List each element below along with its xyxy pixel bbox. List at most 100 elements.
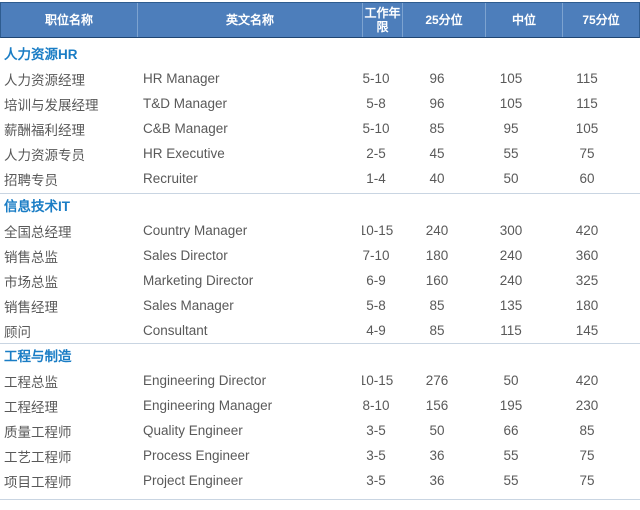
cell-median: 240 [499, 273, 523, 288]
cell-median: 300 [499, 223, 523, 238]
table-row: 质量工程师 Quality Engineer 3-5 50 66 85 [0, 418, 640, 443]
cell-p25: 40 [429, 171, 445, 186]
cell-p25: 85 [429, 323, 445, 338]
cell-p75: 85 [579, 423, 595, 438]
cell-years: 5-10 [362, 71, 390, 86]
table-row: 工程经理 Engineering Manager 8-10 156 195 23… [0, 393, 640, 418]
cell-position-cn: 顾问 [4, 324, 31, 340]
cell-median: 135 [499, 298, 523, 313]
cell-years: 3-5 [366, 473, 386, 488]
table-row: 销售经理 Sales Manager 5-8 85 135 180 [0, 293, 640, 318]
cell-years: 5-8 [366, 298, 386, 313]
cell-years: 4-9 [366, 323, 386, 338]
cell-median: 50 [503, 171, 519, 186]
cell-position-en: Sales Director [143, 248, 228, 263]
column-header-work-years: 工作年限 [362, 3, 402, 37]
cell-p25: 36 [429, 473, 445, 488]
cell-position-cn: 培训与发展经理 [4, 97, 99, 113]
cell-years: 7-10 [362, 248, 390, 263]
cell-p25: 240 [425, 223, 449, 238]
cell-median: 95 [503, 121, 519, 136]
cell-position-cn: 工程总监 [4, 374, 58, 390]
cell-years: 6-9 [366, 273, 386, 288]
column-header-position-name: 职位名称 [44, 12, 93, 27]
cell-median: 66 [503, 423, 519, 438]
cell-median: 55 [503, 473, 519, 488]
cell-p25: 96 [429, 71, 445, 86]
cell-years: 1-4 [366, 171, 386, 186]
cell-median: 105 [499, 71, 523, 86]
cell-position-cn: 人力资源经理 [4, 72, 85, 88]
table-header-row: 职位名称 英文名称 工作年限 25分位 中位 75分位 [0, 2, 640, 38]
table-row: 项目工程师 Project Engineer 3-5 36 55 75 [0, 468, 640, 493]
cell-median: 105 [499, 96, 523, 111]
cell-p25: 276 [425, 373, 449, 388]
table-row: 工艺工程师 Process Engineer 3-5 36 55 75 [0, 443, 640, 468]
cell-position-cn: 薪酬福利经理 [4, 122, 85, 138]
column-header-75th-percentile: 75分位 [562, 3, 639, 37]
cell-years: 8-10 [362, 398, 390, 413]
cell-position-en: C&B Manager [143, 121, 228, 136]
cell-p25: 96 [429, 96, 445, 111]
cell-p25: 85 [429, 298, 445, 313]
cell-position-cn: 全国总经理 [4, 224, 72, 240]
section-title: 信息技术IT [4, 199, 70, 214]
cell-p75: 420 [575, 223, 599, 238]
table-row: 人力资源经理 HR Manager 5-10 96 105 115 [0, 66, 640, 91]
table-row: 招聘专员 Recruiter 1-4 40 50 60 [0, 166, 640, 191]
column-header-english-name: 英文名称 [137, 3, 362, 37]
cell-position-cn: 人力资源专员 [4, 147, 85, 163]
cell-position-en: Consultant [143, 323, 208, 338]
cell-median: 115 [500, 323, 522, 338]
cell-median: 50 [503, 373, 519, 388]
section-engineering-manufacturing: 工程与制造 工程总监 Engineering Director 10-15 27… [0, 343, 640, 493]
table-row: 薪酬福利经理 C&B Manager 5-10 85 95 105 [0, 116, 640, 141]
column-header-median: 中位 [485, 3, 562, 37]
section-title: 人力资源HR [4, 47, 78, 62]
cell-p75: 145 [575, 323, 599, 338]
table-row: 工程总监 Engineering Director 10-15 276 50 4… [0, 368, 640, 393]
cell-position-cn: 招聘专员 [4, 172, 58, 188]
cell-p75: 75 [579, 448, 595, 463]
cell-position-cn: 工艺工程师 [4, 449, 72, 465]
cell-p75: 420 [575, 373, 599, 388]
cell-position-en: Quality Engineer [143, 423, 243, 438]
cell-position-en: Project Engineer [143, 473, 243, 488]
cell-position-cn: 市场总监 [4, 274, 58, 290]
cell-p25: 160 [425, 273, 449, 288]
cell-p25: 50 [429, 423, 445, 438]
section-title: 工程与制造 [4, 349, 72, 364]
bottom-divider [0, 499, 640, 500]
cell-position-en: Recruiter [143, 171, 198, 186]
cell-years: 5-10 [362, 121, 390, 136]
cell-p75: 115 [576, 96, 598, 111]
cell-years: 3-5 [366, 423, 386, 438]
cell-years: 10-15 [362, 223, 394, 238]
cell-years: 5-8 [366, 96, 386, 111]
table-row: 培训与发展经理 T&D Manager 5-8 96 105 115 [0, 91, 640, 116]
cell-p75: 75 [579, 473, 595, 488]
cell-position-cn: 销售经理 [4, 299, 58, 315]
cell-years: 10-15 [362, 373, 394, 388]
table-row: 顾问 Consultant 4-9 85 115 145 [0, 318, 640, 343]
cell-position-cn: 项目工程师 [4, 474, 72, 490]
cell-years: 3-5 [366, 448, 386, 463]
cell-p75: 105 [575, 121, 599, 136]
cell-p25: 45 [429, 146, 445, 161]
cell-p25: 85 [429, 121, 445, 136]
cell-median: 55 [503, 146, 519, 161]
cell-median: 195 [499, 398, 523, 413]
cell-p25: 180 [425, 248, 449, 263]
cell-p25: 36 [429, 448, 445, 463]
cell-years: 2-5 [366, 146, 386, 161]
cell-position-en: Sales Manager [143, 298, 234, 313]
cell-position-en: Engineering Director [143, 373, 267, 388]
section-information-technology: 信息技术IT 全国总经理 Country Manager 10-15 240 3… [0, 193, 640, 343]
table-row: 人力资源专员 HR Executive 2-5 45 55 75 [0, 141, 640, 166]
cell-position-en: HR Manager [143, 71, 220, 86]
cell-p75: 360 [575, 248, 599, 263]
cell-p75: 325 [575, 273, 599, 288]
cell-p75: 115 [576, 71, 598, 86]
cell-p75: 75 [579, 146, 595, 161]
cell-position-cn: 质量工程师 [4, 424, 72, 440]
